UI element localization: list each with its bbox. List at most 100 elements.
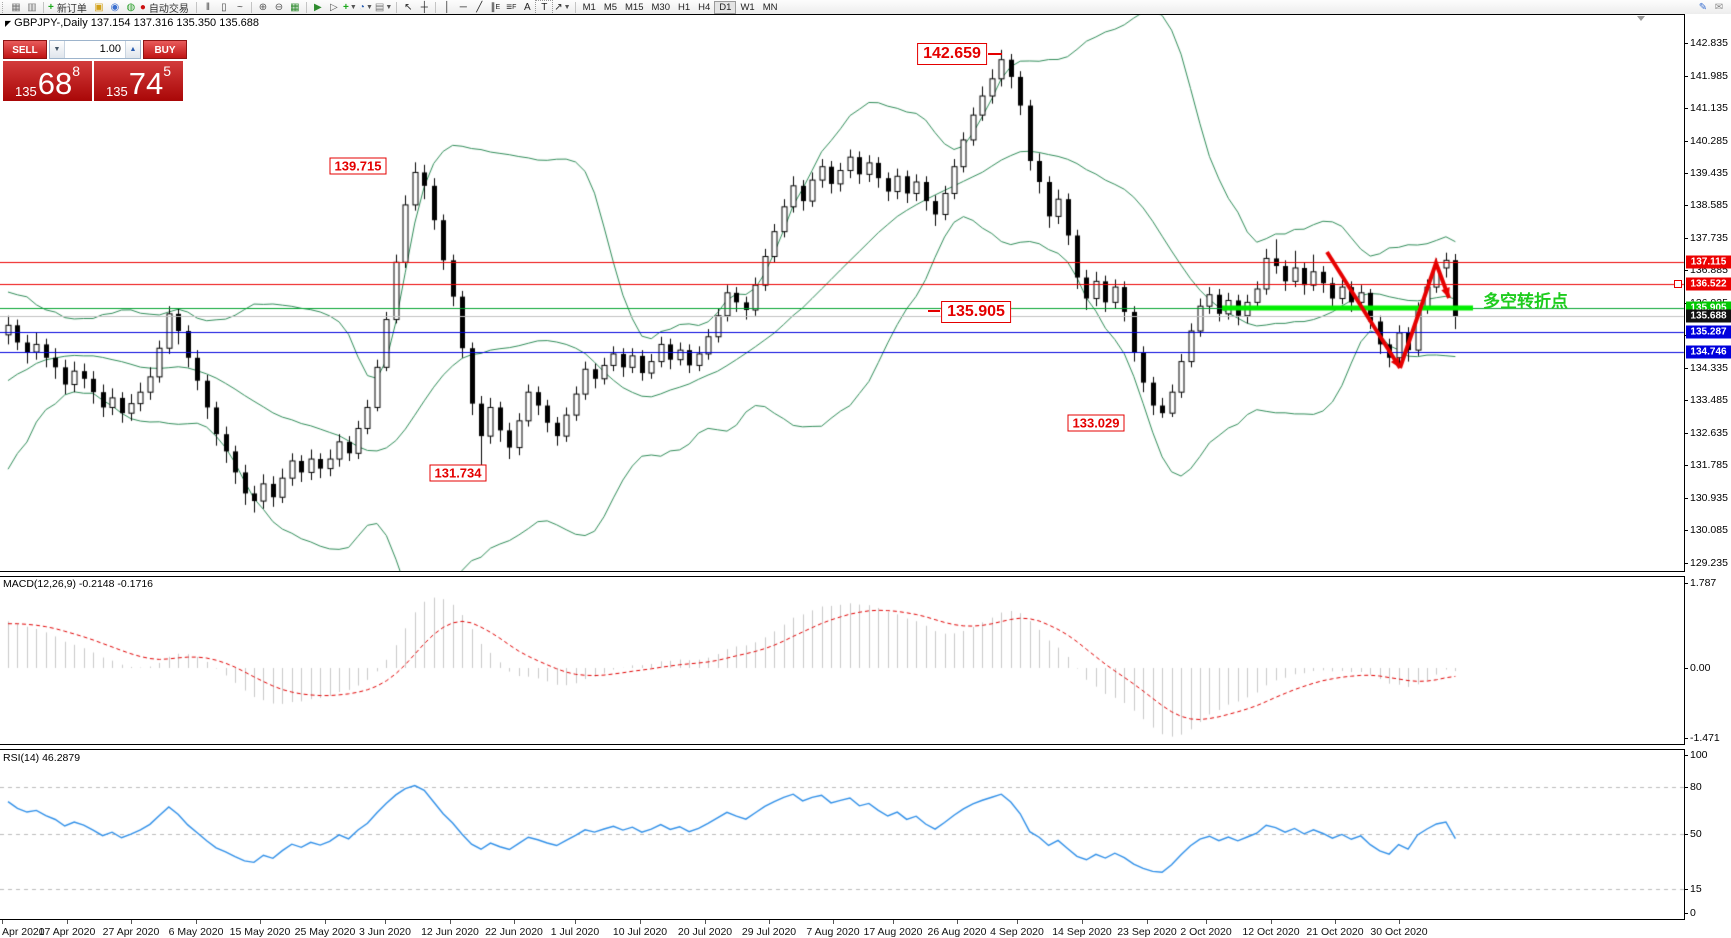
market-watch-icon[interactable]: ▥	[27, 1, 37, 13]
charts-window-icon[interactable]: ▦	[11, 1, 21, 13]
volume-input[interactable]: 1.00	[99, 43, 121, 55]
axis-tick-dash	[1684, 75, 1688, 77]
panel-separator[interactable]	[0, 571, 1685, 577]
trendline-tool-icon[interactable]: ╱	[476, 1, 483, 13]
volume-increase-icon[interactable]: ▲	[125, 41, 140, 58]
shapes-tool-icon[interactable]: ↗ ▼	[554, 1, 571, 13]
price-axis-tick: -1.471	[1690, 731, 1720, 744]
toolbox-icon[interactable]: ▣	[94, 1, 104, 13]
autotrading-button[interactable]: ● 自动交易	[139, 1, 189, 15]
zoom-out-icon[interactable]: ⊖	[274, 1, 284, 13]
axis-tick-dash	[1684, 432, 1688, 434]
chat-icon[interactable]: ✉	[1714, 1, 1724, 13]
buy-button[interactable]: BUY	[143, 40, 187, 59]
date-axis-tick	[893, 920, 894, 924]
date-axis-label: 2 Oct 2020	[1180, 926, 1232, 938]
bar-chart-icon[interactable]: ‖	[205, 1, 210, 13]
candle-chart-icon[interactable]: ▯	[221, 1, 227, 13]
timeframe-button-h4[interactable]: H4	[698, 1, 711, 13]
zoom-in-icon[interactable]: ⊕	[258, 1, 268, 13]
axis-tick-dash	[1684, 668, 1688, 669]
date-axis-tick	[2, 920, 3, 924]
panel-separator[interactable]	[0, 744, 1685, 750]
date-axis-label: 14 Sep 2020	[1052, 926, 1112, 938]
text-tool-icon[interactable]: A	[523, 1, 531, 13]
vertical-line-tool-icon[interactable]: │	[444, 1, 451, 13]
timeframe-button-w1[interactable]: W1	[740, 1, 755, 13]
timeframe-button-d1[interactable]: D1	[714, 0, 737, 14]
price-axis-tick: 139.435	[1690, 167, 1728, 179]
timeframe-button-m30[interactable]: M30	[651, 1, 670, 13]
cursor-tool-icon[interactable]: ↖	[404, 1, 413, 13]
price-callout[interactable]: 133.029	[1067, 414, 1125, 432]
price-callout[interactable]: 135.905	[941, 301, 1011, 323]
line-handle[interactable]	[1674, 280, 1682, 289]
buy-quote-box[interactable]: 135 74 5	[94, 61, 183, 101]
price-callout[interactable]: 142.659	[917, 43, 987, 65]
time-axis[interactable]: Apr 2020 17 Apr 2020 27 Apr 2020 6 May 2020…	[0, 920, 1731, 938]
crosshair-tool-icon[interactable]: ┼	[420, 1, 428, 13]
axis-tick-dash	[1684, 786, 1688, 788]
symbol-cursor-icon: ◤	[5, 19, 12, 28]
rsi-canvas[interactable]	[0, 748, 1685, 919]
axis-tick-dash	[1684, 530, 1688, 532]
templates-icon[interactable]: ▤ ▼	[374, 1, 393, 13]
callout-leader-line	[928, 310, 940, 312]
price-line-tag[interactable]: 135.688	[1686, 309, 1731, 323]
date-axis-tick	[385, 920, 386, 924]
periods-icon[interactable]: ◔ ▼	[358, 1, 373, 13]
price-axis-tick: 134.335	[1690, 361, 1728, 374]
axis-tick-dash	[1684, 497, 1688, 499]
price-axis-tick: 141.135	[1690, 102, 1728, 115]
timeframe-button-m15[interactable]: M15	[625, 1, 644, 13]
date-axis-tick	[575, 920, 576, 924]
indicators-icon[interactable]: + ▼	[343, 1, 357, 13]
price-axis-tick: 0	[1690, 906, 1696, 919]
price-line-tag[interactable]: 137.115	[1686, 255, 1731, 269]
timeframe-button-m5[interactable]: M5	[603, 1, 618, 13]
macd-canvas[interactable]	[0, 575, 1685, 744]
timeframe-button-h1[interactable]: H1	[677, 1, 691, 13]
toolbar-separator	[43, 1, 44, 13]
price-line-tag[interactable]: 135.287	[1686, 325, 1731, 339]
date-axis-label: 21 Oct 2020	[1306, 926, 1364, 938]
auto-scroll-icon[interactable]: ▶	[314, 1, 322, 13]
tools-icon[interactable]: ✎	[1698, 1, 1708, 13]
label-tool-icon[interactable]: T	[535, 0, 554, 15]
buy-price-big: 74	[128, 66, 164, 101]
date-axis-tick	[957, 920, 958, 924]
rsi-indicator-label: RSI(14) 46.2879	[3, 752, 81, 764]
date-axis-label: 1 Jul 2020	[550, 926, 600, 938]
timeframe-button-m1[interactable]: M1	[582, 1, 596, 13]
volume-decrease-icon[interactable]: ▼	[50, 41, 65, 58]
toolbar-separator	[250, 1, 252, 13]
new-order-button[interactable]: + 新订单	[48, 1, 87, 15]
line-chart-icon[interactable]: ~	[236, 1, 243, 13]
voice-news-icon[interactable]: ◍	[126, 1, 136, 13]
fibonacci-tool-icon[interactable]: ≡ F	[506, 1, 517, 13]
horizontal-line-tool-icon[interactable]: ─	[459, 1, 467, 13]
axis-tick-dash	[1684, 270, 1688, 272]
macd-indicator-label: MACD(12,26,9) -0.2148 -0.1716	[3, 578, 153, 590]
sell-quote-box[interactable]: 135 68 8	[3, 61, 92, 101]
channel-tool-icon[interactable]: ∥ E	[490, 1, 501, 13]
price-callout[interactable]: 139.715	[329, 157, 387, 175]
sell-button[interactable]: SELL	[3, 40, 47, 59]
price-callout[interactable]: 131.734	[429, 464, 487, 482]
axis-border	[1684, 14, 1685, 920]
community-icon[interactable]: ◉	[110, 1, 120, 13]
price-axis-tick: 131.785	[1690, 459, 1728, 472]
date-axis-tick	[1082, 920, 1083, 924]
annotation-note-text[interactable]: 多空转折点	[1483, 292, 1568, 311]
timeframe-button-mn[interactable]: MN	[762, 1, 778, 13]
axis-tick-dash	[1684, 562, 1688, 564]
main-chart-canvas[interactable]	[0, 14, 1685, 571]
chart-region[interactable]: ◤ GBPJPY-,Daily 137.154 137.316 135.350 1…	[0, 14, 1731, 920]
date-axis-label: 23 Sep 2020	[1117, 926, 1177, 938]
date-axis-label: 12 Jun 2020	[421, 926, 479, 938]
price-line-tag[interactable]: 134.746	[1686, 345, 1731, 359]
chart-shift-marker[interactable]	[1637, 16, 1645, 21]
tile-windows-icon[interactable]: ▦	[290, 1, 300, 13]
price-line-tag[interactable]: 136.522	[1686, 277, 1731, 291]
chart-shift-icon[interactable]: ▷	[330, 1, 338, 13]
